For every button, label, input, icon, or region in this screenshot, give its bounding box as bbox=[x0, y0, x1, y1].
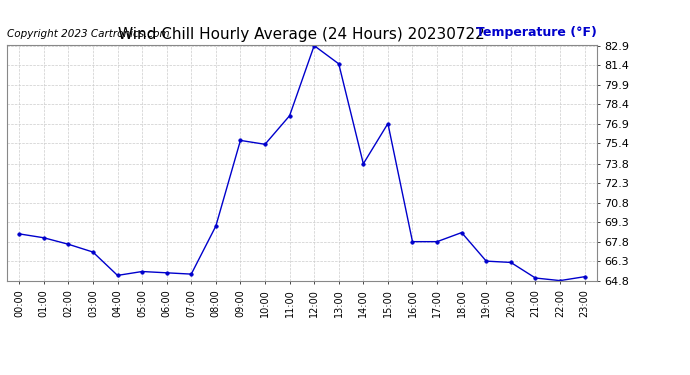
Text: Copyright 2023 Cartronics.com: Copyright 2023 Cartronics.com bbox=[7, 29, 170, 39]
Title: Wind Chill Hourly Average (24 Hours) 20230722: Wind Chill Hourly Average (24 Hours) 202… bbox=[119, 27, 485, 42]
Text: Temperature (°F): Temperature (°F) bbox=[476, 26, 597, 39]
